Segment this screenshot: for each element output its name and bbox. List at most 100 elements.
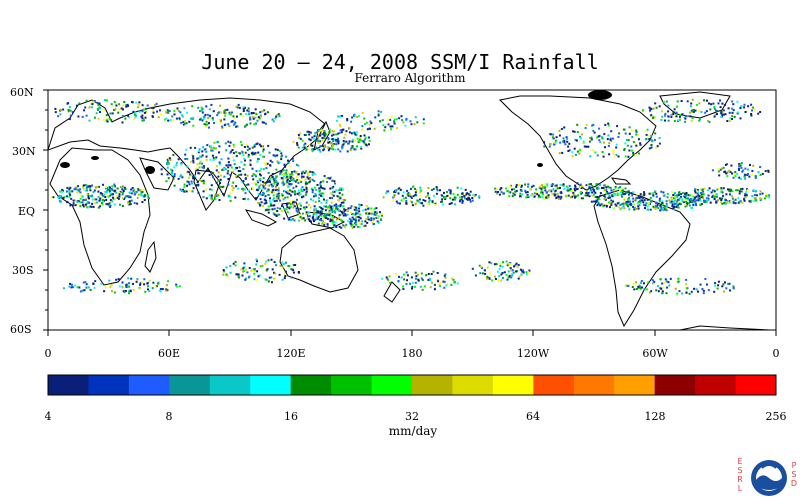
rain-pixel: [676, 292, 679, 295]
rain-pixel: [326, 224, 329, 227]
rain-pixel: [242, 189, 245, 192]
rain-pixel: [644, 207, 646, 210]
rain-pixel: [303, 206, 306, 209]
rain-pixel: [547, 194, 550, 197]
rain-pixel: [292, 264, 295, 267]
rain-pixel: [400, 115, 403, 118]
rain-pixel: [223, 118, 226, 121]
rain-pixel: [342, 224, 345, 227]
rain-pixel: [131, 187, 134, 189]
rain-pixel: [423, 285, 426, 288]
rain-pixel: [568, 142, 571, 145]
rain-pixel: [319, 192, 322, 195]
rain-pixel: [329, 187, 332, 190]
rain-pixel: [467, 193, 470, 196]
rain-pixel: [205, 158, 208, 161]
rain-pixel: [725, 200, 728, 203]
rain-pixel: [217, 179, 220, 182]
rain-pixel: [503, 192, 505, 195]
rain-pixel: [347, 207, 350, 210]
rain-pixel: [210, 184, 213, 187]
rain-pixel: [252, 187, 254, 190]
rain-pixel: [659, 278, 662, 281]
rain-pixel: [441, 194, 444, 197]
rain-pixel: [623, 193, 626, 195]
rain-pixel: [318, 129, 321, 132]
rain-pixel: [317, 197, 320, 200]
rain-pixel: [123, 101, 126, 103]
rain-pixel: [446, 191, 448, 193]
rain-pixel: [448, 188, 451, 191]
rain-pixel: [104, 194, 107, 197]
rain-pixel: [97, 185, 100, 188]
rain-pixel: [743, 176, 746, 179]
rain-pixel: [313, 211, 316, 214]
rain-pixel: [674, 115, 677, 118]
rain-pixel: [443, 286, 446, 289]
rain-pixel: [98, 102, 101, 105]
rain-pixel: [84, 281, 87, 284]
rain-pixel: [268, 190, 271, 193]
rain-pixel: [389, 282, 392, 284]
rain-pixel: [182, 123, 185, 126]
rain-pixel: [109, 205, 112, 208]
rain-pixel: [339, 129, 342, 132]
rain-pixel: [576, 150, 579, 153]
rain-pixel: [682, 191, 685, 194]
rain-pixel: [724, 281, 726, 284]
rain-pixel: [684, 205, 687, 208]
rain-pixel: [85, 99, 88, 102]
rain-pixel: [509, 267, 512, 270]
rain-pixel: [436, 189, 439, 192]
rain-pixel: [323, 134, 326, 137]
rain-pixel: [253, 272, 256, 275]
rain-pixel: [229, 173, 232, 176]
rain-pixel: [184, 158, 187, 160]
rain-pixel: [670, 198, 673, 200]
rain-pixel: [320, 209, 323, 212]
rain-pixel: [663, 206, 666, 209]
rain-pixel: [648, 134, 650, 137]
rain-pixel: [558, 152, 561, 155]
rain-pixel: [90, 205, 93, 208]
rain-pixel: [662, 286, 665, 289]
rain-pixel: [94, 116, 96, 119]
rain-pixel: [258, 274, 261, 277]
rain-pixel: [341, 220, 344, 223]
rain-pixel: [685, 202, 688, 205]
rain-pixel: [743, 198, 746, 201]
rain-pixel: [254, 152, 257, 155]
colorbar-segment: [250, 375, 292, 395]
rain-pixel: [337, 148, 340, 151]
rain-pixel: [446, 194, 449, 197]
rain-pixel: [197, 157, 200, 160]
rain-pixel: [308, 180, 311, 183]
rain-pixel: [190, 174, 193, 177]
rain-pixel: [650, 192, 653, 195]
rain-pixel: [608, 142, 611, 145]
rain-pixel: [175, 164, 178, 167]
rain-pixel: [282, 169, 285, 172]
rain-pixel: [678, 191, 681, 194]
rain-pixel: [290, 172, 293, 175]
rain-pixel: [224, 114, 227, 117]
rain-pixel: [373, 207, 376, 210]
rainfall-pixels: [50, 98, 771, 295]
rain-pixel: [411, 285, 414, 288]
rain-pixel: [612, 193, 615, 195]
rain-pixel: [645, 288, 648, 291]
rain-pixel: [101, 193, 103, 196]
rain-pixel: [602, 205, 605, 207]
rain-pixel: [426, 194, 429, 197]
rain-pixel: [471, 199, 474, 202]
rain-pixel: [210, 103, 213, 106]
rain-pixel: [495, 187, 498, 190]
rain-pixel: [415, 275, 418, 278]
rain-pixel: [144, 116, 147, 119]
rain-pixel: [671, 190, 674, 193]
rain-pixel: [691, 194, 694, 197]
rain-pixel: [700, 192, 702, 194]
rain-pixel: [110, 284, 113, 287]
rain-pixel: [84, 199, 87, 202]
rain-pixel: [204, 113, 207, 116]
